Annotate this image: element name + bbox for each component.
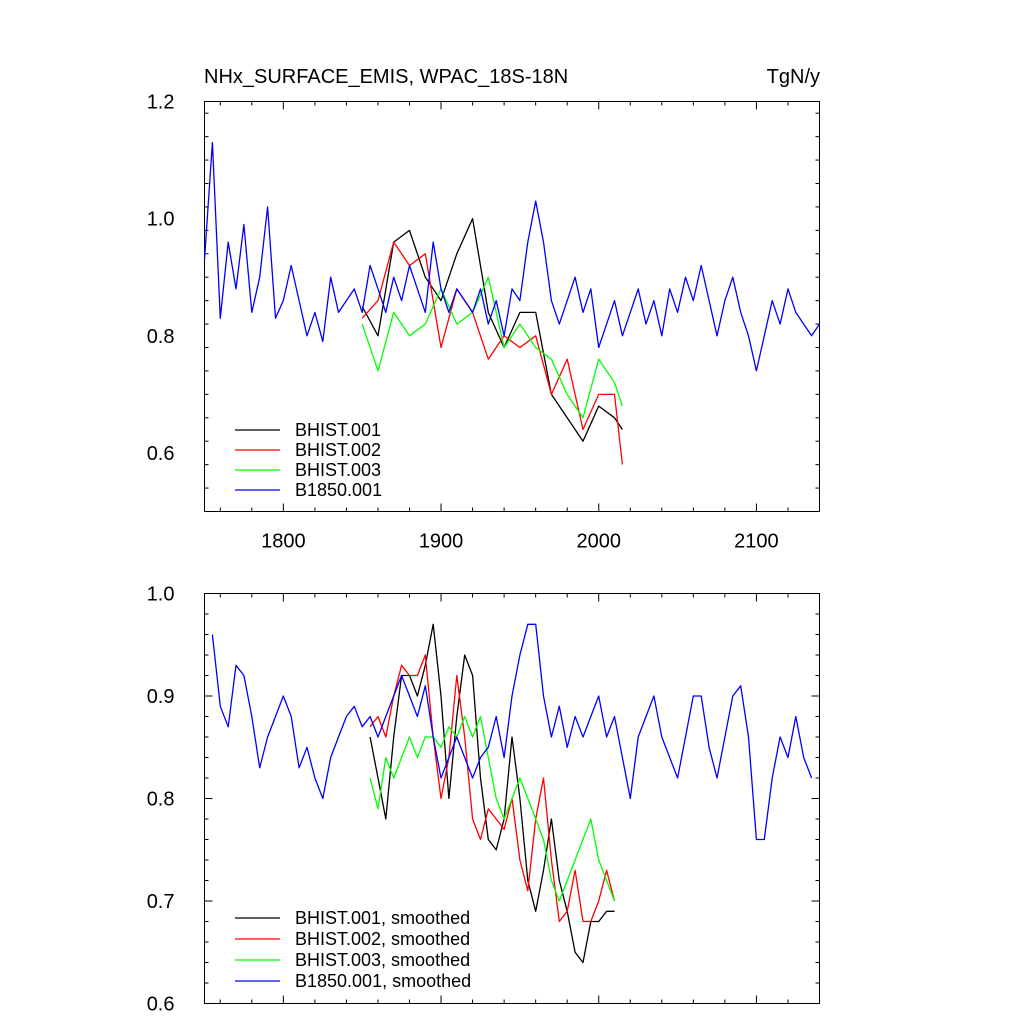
top-plot-frame bbox=[204, 101, 820, 512]
bottom-grid-ticks: 0.6 0.7 0.8 0.9 1.0 bbox=[147, 584, 820, 1016]
top-legend-label: BHIST.001 bbox=[295, 420, 381, 440]
x-tick-label: 1800 bbox=[261, 531, 306, 553]
y-tick-label: 1.2 bbox=[147, 92, 175, 114]
y-tick-label: 0.6 bbox=[147, 994, 175, 1016]
y-tick-label: 1.0 bbox=[147, 209, 175, 231]
series-line-bhist-003-smoothed bbox=[369, 715, 616, 902]
series-line-bhist-001-smoothed bbox=[369, 623, 615, 964]
y-tick-label: 0.8 bbox=[147, 326, 175, 348]
y-tick-label: 0.6 bbox=[147, 443, 175, 465]
y-tick-label: 1.0 bbox=[147, 584, 175, 606]
y-tick-label: 0.8 bbox=[147, 789, 175, 811]
y-tick-label: 0.7 bbox=[147, 891, 175, 913]
top-grid-ticks: 1800 1900 2000 2100 0.6 0.8 1.0 1.2 bbox=[147, 92, 820, 553]
series-line-bhist-003 bbox=[361, 276, 624, 419]
bottom-plot-lines bbox=[211, 623, 813, 964]
top-legend-label: BHIST.003 bbox=[295, 460, 381, 480]
bottom-legend-label: BHIST.001, smoothed bbox=[295, 908, 470, 928]
top-chart-title: NHx_SURFACE_EMIS, WPAC_18S-18N bbox=[204, 66, 568, 88]
series-line-b1850-001-smoothed bbox=[211, 623, 813, 841]
series-line-bhist-002 bbox=[361, 241, 624, 465]
top-plot-lines bbox=[203, 141, 821, 465]
series-line-bhist-001 bbox=[361, 217, 623, 442]
x-tick-label: 2100 bbox=[734, 531, 779, 553]
top-legend-label: B1850.001 bbox=[295, 480, 382, 500]
series-line-b1850-001 bbox=[203, 141, 821, 372]
bottom-legend-label: BHIST.003, smoothed bbox=[295, 950, 470, 970]
series-line-bhist-002-smoothed bbox=[369, 654, 616, 923]
bottom-legend: BHIST.001, smoothed BHIST.002, smoothed … bbox=[235, 908, 471, 991]
y-tick-label: 0.9 bbox=[147, 686, 175, 708]
top-legend-label: BHIST.002 bbox=[295, 440, 381, 460]
top-chart-units: TgN/y bbox=[767, 66, 820, 88]
x-tick-label: 1900 bbox=[419, 531, 464, 553]
x-tick-label: 2000 bbox=[576, 531, 621, 553]
top-legend: BHIST.001 BHIST.002 BHIST.003 B1850.001 bbox=[235, 420, 382, 500]
bottom-legend-label: BHIST.002, smoothed bbox=[295, 929, 470, 949]
bottom-legend-label: B1850.001, smoothed bbox=[295, 971, 471, 991]
